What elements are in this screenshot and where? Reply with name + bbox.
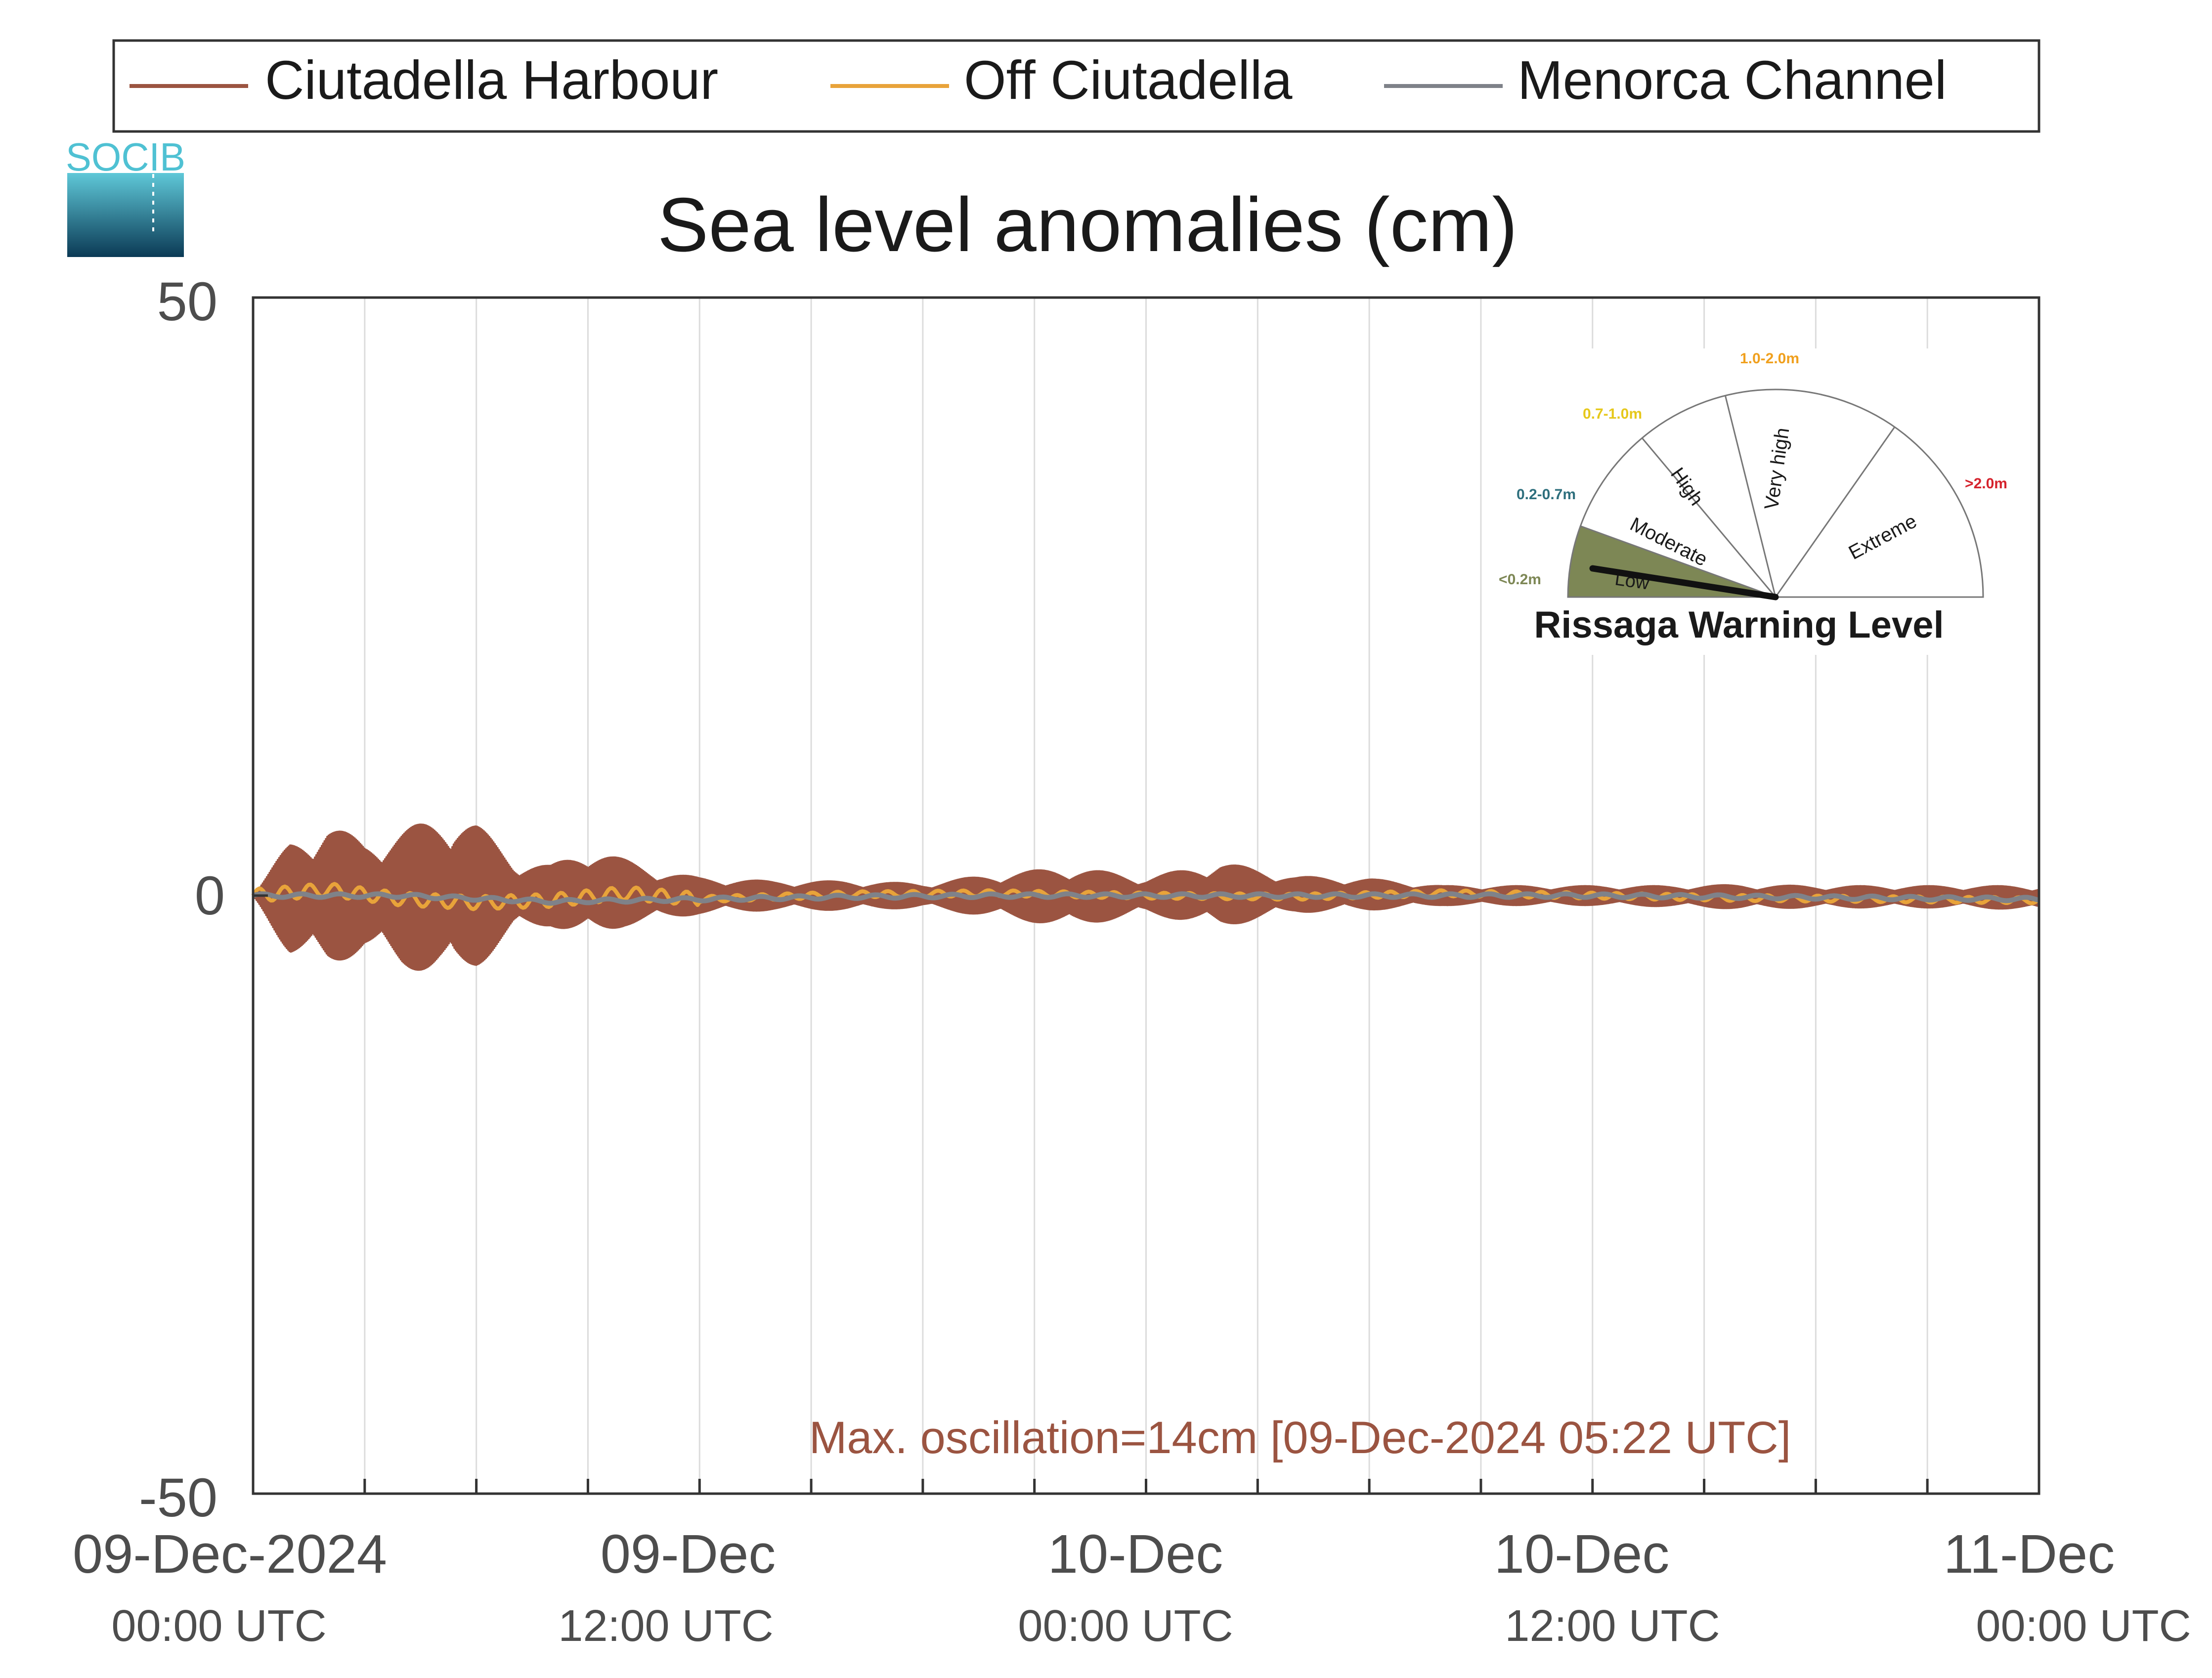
x-tick-date-1: 09-Dec [601,1524,776,1585]
y-tick-label-minus-50: -50 [139,1467,217,1528]
series-menorca-channel [252,891,2040,906]
rissaga-warning-gauge: Low Moderate High Very high Extreme <0.2… [1493,348,2014,655]
gauge-divider [1641,437,1777,598]
x-tick-time-2: 00:00 UTC [1018,1601,1233,1651]
gauge-range-moderate: 0.2-0.7m [1517,486,1576,503]
x-tick-date-2: 10-Dec [1048,1524,1223,1585]
gauge-background [1493,348,2014,655]
x-tick-labels: 09-Dec-2024 00:00 UTC 09-Dec 12:00 UTC 1… [73,1524,2191,1651]
legend-label-off-ciutadella: Off Ciutadella [964,50,1293,111]
legend-box [112,39,2040,133]
gauge-low-segment-fill [1568,526,1776,597]
gauge-dividers [1580,395,1896,598]
gauge-range-high: 0.7-1.0m [1583,406,1642,422]
max-oscillation-annotation: Max. oscillation=14cm [09-Dec-2024 05:22… [809,1413,1791,1463]
gauge-title: Rissaga Warning Level [1534,604,1944,646]
legend-label-menorca-channel: Menorca Channel [1518,50,1947,111]
x-tick-time-0: 00:00 UTC [111,1601,326,1651]
gauge-range-extreme: >2.0m [1965,475,2007,492]
x-tick-time-4: 00:00 UTC [1976,1601,2191,1651]
x-tick-date-4: 11-Dec [1944,1524,2115,1585]
series-group [251,823,2040,971]
x-tick-date-0: 09-Dec-2024 [73,1524,387,1585]
legend: Ciutadella Harbour Off Ciutadella Menorc… [112,39,2040,133]
gauge-divider [1775,427,1896,598]
y-tick-label-0: 0 [195,865,225,926]
socib-logo-wave [67,173,184,257]
x-tick-time-1: 12:00 UTC [558,1601,773,1651]
socib-logo-text: SOCIB [66,135,185,179]
x-tick-time-3: 12:00 UTC [1505,1601,1720,1651]
gauge-needle [1589,565,1779,601]
legend-label-ciutadella-harbour: Ciutadella Harbour [265,50,718,111]
gauge-divider [1724,395,1777,598]
x-tick-date-3: 10-Dec [1494,1524,1670,1585]
gauge-range-very-high: 1.0-2.0m [1740,350,1799,367]
y-tick-label-50: 50 [157,271,217,332]
chart-title: Sea level anomalies (cm) [657,182,1518,267]
gauge-outline [1567,388,1984,598]
axis-ticks [252,296,2040,1495]
socib-logo: SOCIB [66,135,185,257]
gauge-divider [1580,525,1776,598]
gauge-range-low: <0.2m [1499,571,1541,588]
